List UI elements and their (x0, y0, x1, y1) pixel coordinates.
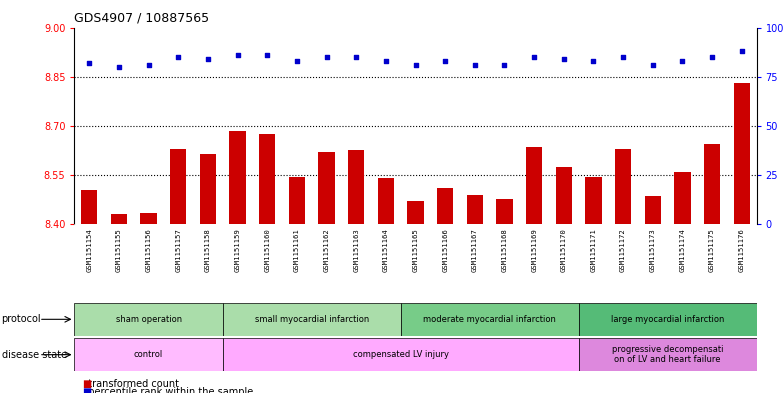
Text: GSM1151164: GSM1151164 (383, 228, 389, 272)
Bar (82, 190, 97, 224)
Bar (556, 167, 572, 224)
Text: GSM1151174: GSM1151174 (680, 228, 685, 272)
Text: control: control (134, 350, 163, 359)
Point (469, 62, 481, 68)
Bar (579, 303, 757, 336)
Bar (437, 188, 453, 224)
Text: compensated LV injury: compensated LV injury (353, 350, 448, 359)
Bar (74, 303, 223, 336)
Bar (526, 147, 543, 224)
Text: GSM1151169: GSM1151169 (531, 228, 537, 272)
Text: GSM1151173: GSM1151173 (650, 228, 655, 272)
Text: sham operation: sham operation (115, 315, 182, 324)
Text: GSM1151160: GSM1151160 (264, 228, 270, 272)
Bar (348, 151, 365, 224)
Text: ■: ■ (82, 379, 92, 389)
Point (350, 54, 362, 60)
Point (409, 62, 422, 68)
Text: GSM1151155: GSM1151155 (116, 228, 122, 272)
Bar (496, 200, 513, 224)
Bar (223, 303, 401, 336)
Text: GSM1151176: GSM1151176 (739, 228, 745, 272)
Text: moderate myocardial infarction: moderate myocardial infarction (423, 315, 556, 324)
Point (143, 62, 155, 68)
Bar (466, 195, 483, 224)
Text: GSM1151163: GSM1151163 (354, 228, 359, 272)
Text: GSM1151165: GSM1151165 (412, 228, 419, 272)
Bar (223, 338, 579, 371)
Point (231, 52, 244, 58)
Bar (734, 83, 750, 224)
Point (587, 58, 600, 64)
Bar (111, 214, 127, 224)
Text: GSM1151161: GSM1151161 (294, 228, 300, 272)
Bar (644, 196, 661, 224)
Bar (408, 201, 423, 224)
Bar (74, 338, 223, 371)
Point (201, 56, 214, 62)
Point (379, 58, 392, 64)
Point (321, 54, 333, 60)
Bar (259, 134, 275, 224)
Point (528, 54, 540, 60)
Text: protocol: protocol (2, 314, 42, 324)
Point (706, 54, 718, 60)
Bar (318, 152, 335, 224)
Text: GSM1151158: GSM1151158 (205, 228, 211, 272)
Bar (674, 172, 691, 224)
Text: transformed count: transformed count (82, 379, 180, 389)
Point (261, 52, 274, 58)
Bar (378, 178, 394, 224)
Text: disease state: disease state (2, 350, 67, 360)
Text: GSM1151167: GSM1151167 (472, 228, 477, 272)
Point (498, 62, 510, 68)
Point (439, 58, 452, 64)
Text: percentile rank within the sample: percentile rank within the sample (82, 387, 253, 393)
Bar (586, 176, 601, 224)
Text: small myocardial infarction: small myocardial infarction (255, 315, 368, 324)
Text: GSM1151156: GSM1151156 (146, 228, 151, 272)
Point (557, 56, 570, 62)
Text: progressive decompensati
on of LV and heart failure: progressive decompensati on of LV and he… (612, 345, 724, 364)
Text: GSM1151154: GSM1151154 (86, 228, 93, 272)
Bar (170, 149, 187, 224)
Bar (230, 131, 245, 224)
Point (113, 64, 125, 70)
Text: GSM1151172: GSM1151172 (620, 228, 626, 272)
Bar (579, 338, 757, 371)
Point (676, 58, 688, 64)
Bar (140, 213, 157, 224)
Text: GSM1151171: GSM1151171 (590, 228, 597, 272)
Text: ■: ■ (82, 387, 92, 393)
Text: GSM1151157: GSM1151157 (176, 228, 181, 272)
Bar (704, 144, 720, 224)
Text: GSM1151170: GSM1151170 (561, 228, 567, 272)
Text: GSM1151166: GSM1151166 (442, 228, 448, 272)
Bar (401, 303, 579, 336)
Text: GSM1151175: GSM1151175 (709, 228, 715, 272)
Bar (200, 154, 216, 224)
Text: GSM1151162: GSM1151162 (324, 228, 329, 272)
Text: GSM1151168: GSM1151168 (502, 228, 507, 272)
Point (291, 58, 303, 64)
Point (647, 62, 659, 68)
Text: large myocardial infarction: large myocardial infarction (611, 315, 724, 324)
Bar (289, 176, 305, 224)
Text: GDS4907 / 10887565: GDS4907 / 10887565 (74, 12, 209, 25)
Text: GSM1151159: GSM1151159 (234, 228, 241, 272)
Point (735, 48, 748, 54)
Bar (615, 149, 631, 224)
Point (172, 54, 184, 60)
Point (617, 54, 630, 60)
Point (83, 60, 96, 66)
